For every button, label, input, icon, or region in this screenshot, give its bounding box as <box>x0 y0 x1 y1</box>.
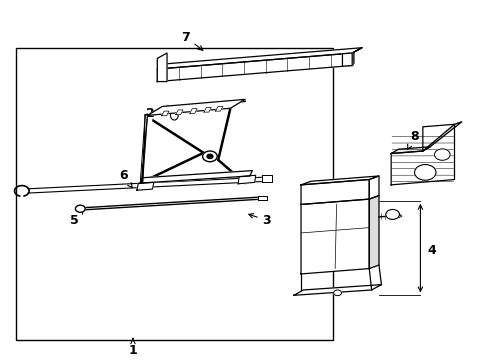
Text: 2: 2 <box>146 105 172 120</box>
Polygon shape <box>28 177 267 193</box>
Polygon shape <box>147 99 245 116</box>
Circle shape <box>207 154 213 158</box>
Polygon shape <box>301 180 369 204</box>
Polygon shape <box>140 114 147 183</box>
Polygon shape <box>391 124 455 185</box>
Bar <box>16 48 333 340</box>
Polygon shape <box>216 107 223 111</box>
Polygon shape <box>301 199 369 274</box>
Polygon shape <box>238 175 256 184</box>
Polygon shape <box>343 53 352 66</box>
Circle shape <box>334 290 342 296</box>
Polygon shape <box>176 110 183 114</box>
Polygon shape <box>352 48 362 66</box>
Text: 4: 4 <box>428 244 437 257</box>
Polygon shape <box>171 111 178 120</box>
Polygon shape <box>369 195 379 269</box>
Text: 8: 8 <box>408 130 418 149</box>
Polygon shape <box>157 53 352 82</box>
Circle shape <box>202 151 217 162</box>
Polygon shape <box>423 122 462 151</box>
Circle shape <box>415 165 436 180</box>
Circle shape <box>386 210 399 220</box>
Circle shape <box>435 149 450 160</box>
Text: 1: 1 <box>128 338 137 357</box>
Text: 3: 3 <box>249 213 271 227</box>
Polygon shape <box>157 53 167 82</box>
Polygon shape <box>137 183 154 190</box>
Polygon shape <box>294 285 381 295</box>
Text: 7: 7 <box>181 31 203 50</box>
Polygon shape <box>162 111 169 116</box>
Text: 5: 5 <box>70 209 84 227</box>
Polygon shape <box>369 176 379 199</box>
Polygon shape <box>301 176 379 185</box>
Polygon shape <box>190 109 197 113</box>
Polygon shape <box>258 195 267 200</box>
Text: 6: 6 <box>119 170 132 188</box>
Polygon shape <box>391 147 430 153</box>
Polygon shape <box>140 171 252 183</box>
Circle shape <box>75 205 85 212</box>
Polygon shape <box>262 175 272 183</box>
Polygon shape <box>204 108 211 112</box>
Polygon shape <box>157 48 362 69</box>
Polygon shape <box>84 197 262 210</box>
Polygon shape <box>140 114 152 183</box>
